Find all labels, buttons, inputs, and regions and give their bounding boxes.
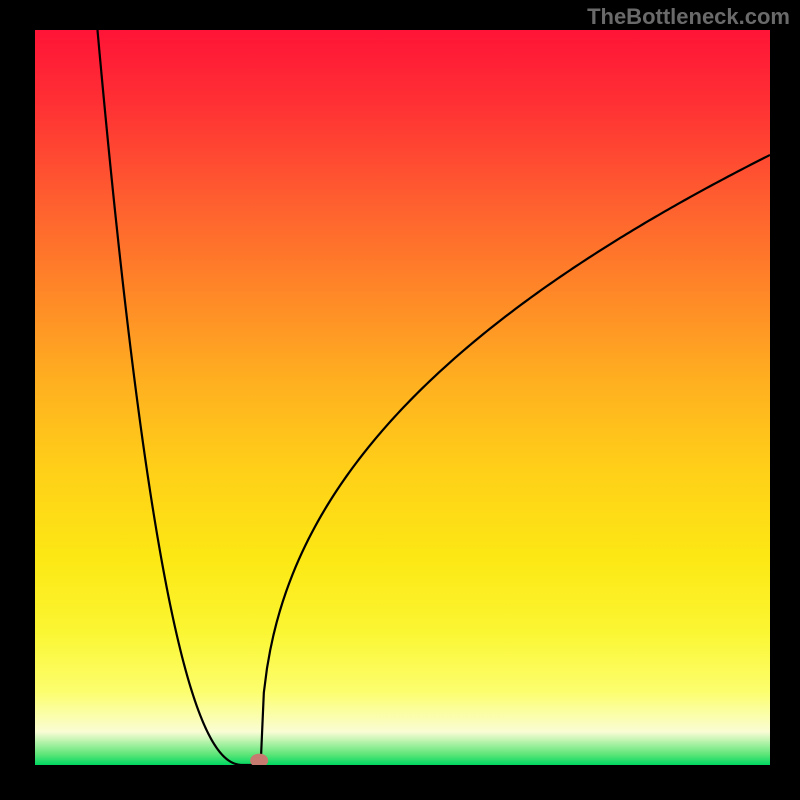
watermark-text: TheBottleneck.com	[587, 4, 790, 30]
bottleneck-chart	[35, 30, 770, 765]
gradient-background	[35, 30, 770, 765]
